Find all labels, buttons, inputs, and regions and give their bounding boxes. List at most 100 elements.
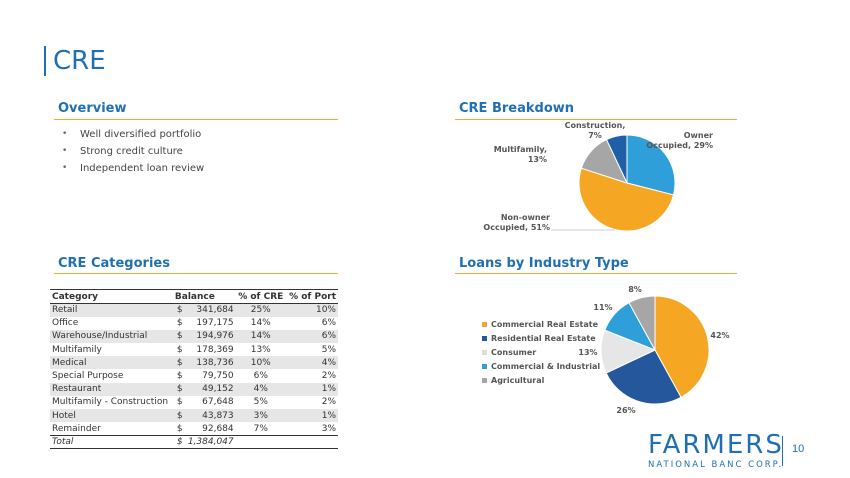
cell-pct-cre: 14% bbox=[235, 329, 286, 344]
cell-category: Total bbox=[50, 434, 173, 450]
cell-pct-port: 6% bbox=[285, 329, 338, 344]
cell-currency: $ bbox=[176, 423, 183, 434]
cell-currency: $ bbox=[176, 371, 183, 382]
header-pct-port: % of Port bbox=[285, 289, 338, 304]
cell-pct-port: 1% bbox=[285, 409, 338, 423]
legend-item: Agricultural bbox=[482, 374, 600, 388]
header-category: Category bbox=[50, 289, 173, 304]
pie-slice-residential-real-estate bbox=[605, 349, 682, 405]
bullet-item: Independent loan review bbox=[62, 160, 204, 177]
cell-pct-cre: 7% bbox=[253, 423, 268, 434]
cell-pct-port: 4% bbox=[285, 356, 338, 370]
cell-currency: $ bbox=[172, 409, 185, 423]
cell-pct-port: 5% bbox=[321, 344, 336, 355]
table-row: Warehouse/Industrial $194,976 14% 6% bbox=[50, 329, 338, 344]
cell-pct-cre: 10% bbox=[235, 356, 286, 370]
cell-currency: $ bbox=[176, 344, 183, 355]
table-row: Multifamily $178,369 13% 5% bbox=[50, 343, 338, 356]
table-row: Special Purpose $79,750 6% 2% bbox=[50, 369, 338, 382]
cell-category: Restaurant bbox=[50, 382, 173, 396]
legend-label: Agricultural bbox=[491, 376, 545, 385]
pie-value-label: 13% bbox=[578, 348, 597, 357]
bullet-item: Strong credit culture bbox=[62, 143, 204, 160]
legend-label: Commercial & Industrial bbox=[491, 362, 601, 371]
logo-divider bbox=[782, 436, 783, 466]
pie-value-label: 26% bbox=[616, 406, 635, 415]
table-row: Remainder $92,684 7% 3% bbox=[50, 422, 338, 435]
legend-swatch bbox=[482, 336, 487, 341]
cell-balance: 178,369 bbox=[196, 344, 234, 355]
cell-currency: $ bbox=[172, 356, 185, 370]
legend-item: Commercial Real Estate bbox=[482, 318, 600, 332]
logo-subtitle: NATIONAL BANC CORP. bbox=[648, 460, 784, 470]
pie-value-label: 42% bbox=[710, 331, 729, 340]
table-row: Multifamily - Construction $67,648 5% 2% bbox=[50, 396, 338, 409]
header-balance: Balance bbox=[172, 289, 236, 304]
cell-category: Retail bbox=[50, 303, 173, 317]
legend-swatch bbox=[482, 364, 487, 369]
cell-pct-cre: 13% bbox=[250, 344, 271, 355]
legend-swatch bbox=[482, 350, 487, 355]
pie-value-label: 8% bbox=[628, 285, 642, 294]
title-accent-bar bbox=[44, 46, 46, 76]
industry-divider bbox=[455, 273, 737, 274]
cell-pct-port: 2% bbox=[321, 371, 336, 382]
farmers-logo: FARMERS NATIONAL BANC CORP. bbox=[648, 432, 784, 470]
pie-slice-owner-occupied bbox=[626, 134, 676, 196]
cell-balance: 92,684 bbox=[202, 423, 234, 434]
cell-balance: 79,750 bbox=[202, 371, 234, 382]
table-row: Hotel $43,873 3% 1% bbox=[50, 409, 338, 423]
cell-pct-cre: 5% bbox=[253, 397, 268, 408]
breakdown-title: CRE Breakdown bbox=[459, 101, 575, 116]
legend-item: Residential Real Estate bbox=[482, 332, 600, 346]
table-row: Retail $341,684 25% 10% bbox=[50, 303, 338, 317]
pie-label: Multifamily, 13% bbox=[494, 145, 547, 164]
cre-breakdown-pie-chart: Owner Occupied, 29% Non-owner Occupied, 51%… bbox=[483, 121, 713, 232]
header-pct-cre: % of CRE bbox=[235, 289, 286, 304]
cell-balance: 49,152 bbox=[184, 382, 236, 396]
table-row: Restaurant $49,152 4% 1% bbox=[50, 382, 338, 396]
cell-pct-cre: 3% bbox=[235, 409, 286, 423]
cell-category: Remainder bbox=[52, 423, 101, 434]
cell-empty bbox=[285, 434, 338, 450]
overview-divider bbox=[54, 119, 338, 120]
pie-value-label: 11% bbox=[593, 303, 612, 312]
cell-balance: 67,648 bbox=[202, 397, 234, 408]
overview-bullets: Well diversified portfolio Strong credit… bbox=[62, 126, 204, 177]
table-total-row: Total $1,384,047 bbox=[50, 434, 338, 450]
cell-category: Warehouse/Industrial bbox=[50, 329, 173, 344]
pie-label: Owner Occupied, 29% bbox=[646, 131, 713, 150]
cell-category: Multifamily - Construction bbox=[52, 397, 169, 408]
industry-pie-chart: 42% 26% 13% 11% 8% bbox=[578, 285, 729, 415]
page-title: CRE bbox=[53, 46, 106, 76]
cell-category: Office bbox=[52, 318, 79, 329]
legend-label: Consumer bbox=[491, 348, 537, 357]
page-number: 10 bbox=[792, 443, 805, 455]
pie-slice-non-owner-occupied bbox=[578, 167, 675, 232]
cell-pct-port: 2% bbox=[321, 397, 336, 408]
cell-pct-cre: 4% bbox=[235, 382, 286, 396]
table-header-row: Category Balance % of CRE % of Port bbox=[50, 289, 338, 304]
cell-currency: $ bbox=[172, 329, 185, 344]
cell-currency: $ bbox=[176, 318, 183, 329]
cell-balance: 194,976 bbox=[184, 329, 236, 344]
cell-pct-port: 10% bbox=[285, 303, 338, 317]
cell-balance: 43,873 bbox=[184, 409, 236, 423]
cell-pct-port: 3% bbox=[321, 423, 336, 434]
overview-title: Overview bbox=[58, 101, 127, 116]
legend-label: Commercial Real Estate bbox=[491, 320, 599, 329]
legend-swatch bbox=[482, 378, 487, 383]
legend-label: Residential Real Estate bbox=[491, 334, 596, 343]
cell-category: Special Purpose bbox=[52, 371, 124, 382]
industry-title: Loans by Industry Type bbox=[459, 256, 629, 271]
cell-empty bbox=[235, 434, 286, 450]
cell-balance: 138,736 bbox=[184, 356, 236, 370]
pie-label: Construction, 7% bbox=[565, 121, 626, 140]
cell-currency: $ bbox=[172, 434, 185, 450]
legend-item: Consumer bbox=[482, 346, 600, 360]
cell-pct-port: 6% bbox=[321, 318, 336, 329]
table-row: Office $197,175 14% 6% bbox=[50, 317, 338, 330]
industry-legend: Commercial Real Estate Residential Real E… bbox=[482, 318, 600, 388]
table-row: Medical $138,736 10% 4% bbox=[50, 356, 338, 370]
categories-divider bbox=[54, 273, 338, 274]
